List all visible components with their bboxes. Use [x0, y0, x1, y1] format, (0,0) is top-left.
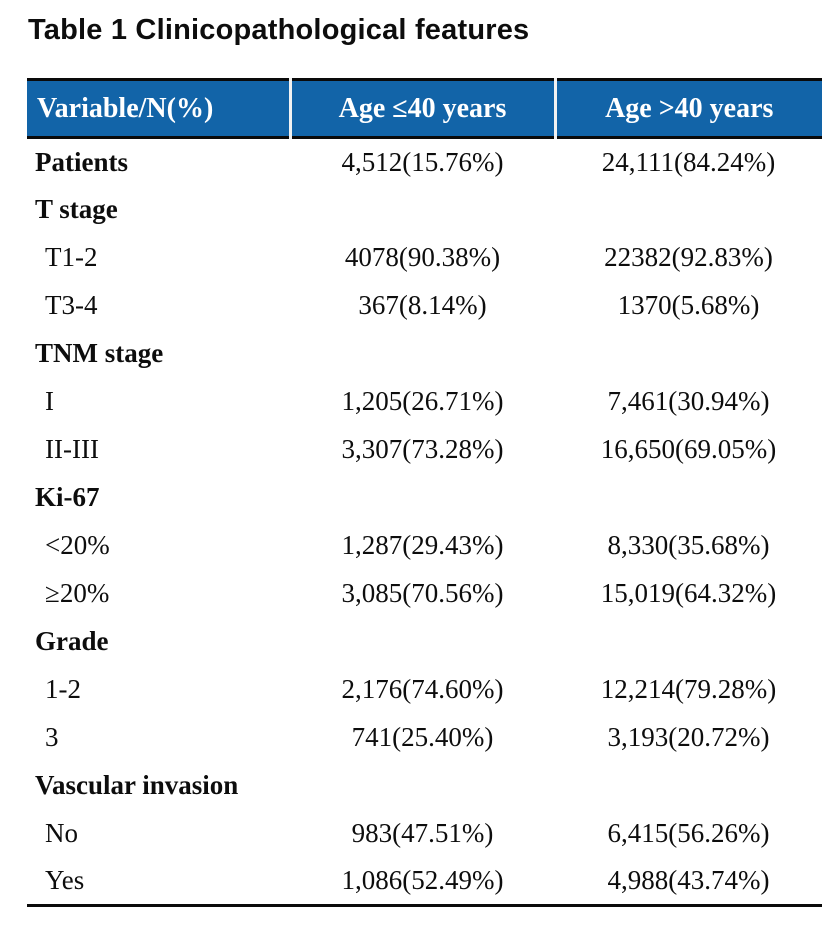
value-age-le40: [290, 330, 555, 378]
value-age-le40: 4078(90.38%): [344, 242, 501, 272]
table-row: II-III 3,307(73.28%) 16,650(69.05%): [27, 426, 822, 474]
table-row: Vascular invasion: [27, 762, 822, 810]
row-label: No: [45, 818, 78, 848]
row-label: Patients: [35, 146, 128, 177]
table-row: <20% 1,287(29.43%) 8,330(35.68%): [27, 522, 822, 570]
table-row: No 983(47.51%) 6,415(56.26%): [27, 810, 822, 858]
value-age-le40: 1,086(52.49%): [341, 865, 504, 896]
value-age-le40: [290, 186, 555, 234]
value-age-gt40: 7,461(30.94%): [607, 386, 770, 416]
value-age-le40: [290, 762, 555, 810]
table-header: Variable/N(%) Age ≤40 years Age >40 year…: [27, 79, 822, 138]
table-row: Grade: [27, 618, 822, 666]
header-age-gt40: Age >40 years: [553, 79, 822, 138]
value-age-le40: 2,176(74.60%): [341, 674, 504, 704]
value-age-gt40: 12,214(79.28%): [600, 674, 777, 704]
table-title: Table 1 Clinicopathological features: [28, 14, 530, 46]
row-label: T stage: [35, 194, 118, 224]
row-label: TNM stage: [35, 338, 164, 368]
table-row: I 1,205(26.71%) 7,461(30.94%): [27, 378, 822, 426]
table-row: 3 741(25.40%) 3,193(20.72%): [27, 714, 822, 762]
value-age-le40: 1,205(26.71%): [341, 386, 504, 416]
header-age-le40: Age ≤40 years: [288, 79, 555, 138]
value-age-le40: 741(25.40%): [351, 722, 494, 752]
row-label: ≥20%: [45, 578, 110, 608]
row-label: Ki-67: [35, 482, 100, 512]
table-row: TNM stage: [27, 330, 822, 378]
value-age-gt40: [555, 186, 822, 234]
value-age-le40: 4,512(15.76%): [341, 146, 504, 177]
value-age-gt40: [555, 474, 822, 522]
clinicopathological-table: Variable/N(%) Age ≤40 years Age >40 year…: [27, 78, 822, 907]
value-age-gt40: 24,111(84.24%): [601, 146, 776, 177]
header-row: Variable/N(%) Age ≤40 years Age >40 year…: [27, 79, 822, 138]
row-label: <20%: [45, 530, 110, 560]
value-age-gt40: [555, 330, 822, 378]
value-age-gt40: 1370(5.68%): [617, 290, 760, 320]
row-label: Grade: [35, 626, 109, 656]
value-age-gt40: 3,193(20.72%): [607, 722, 770, 752]
value-age-le40: 3,307(73.28%): [341, 434, 504, 464]
row-label: 1-2: [45, 674, 81, 704]
value-age-gt40: 16,650(69.05%): [600, 434, 777, 464]
row-label: II-III: [45, 434, 99, 464]
value-age-le40: 983(47.51%): [351, 818, 494, 848]
table-row: Patients 4,512(15.76%) 24,111(84.24%): [27, 138, 822, 186]
row-label: Yes: [45, 865, 85, 896]
table-row: Ki-67: [27, 474, 822, 522]
value-age-le40: 367(8.14%): [358, 290, 487, 320]
table-body: Patients 4,512(15.76%) 24,111(84.24%) T sta…: [27, 138, 822, 906]
value-age-le40: [290, 474, 555, 522]
value-age-gt40: 15,019(64.32%): [600, 578, 777, 608]
value-age-gt40: [555, 618, 822, 666]
value-age-gt40: 6,415(56.26%): [607, 818, 770, 848]
value-age-le40: [290, 618, 555, 666]
row-label: Vascular invasion: [35, 770, 239, 800]
table-row: 1-2 2,176(74.60%) 12,214(79.28%): [27, 666, 822, 714]
value-age-gt40: 22382(92.83%): [604, 242, 773, 272]
value-age-gt40: 4,988(43.74%): [607, 865, 770, 896]
table-row: ≥20% 3,085(70.56%) 15,019(64.32%): [27, 570, 822, 618]
row-label: 3: [45, 722, 59, 752]
row-label: T1-2: [45, 242, 98, 272]
row-label: T3-4: [45, 290, 98, 320]
table-row: T stage: [27, 186, 822, 234]
value-age-gt40: 8,330(35.68%): [607, 530, 770, 560]
table-row: Yes 1,086(52.49%) 4,988(43.74%): [27, 858, 822, 906]
value-age-le40: 3,085(70.56%): [341, 578, 504, 608]
table-row: T3-4 367(8.14%) 1370(5.68%): [27, 282, 822, 330]
header-variable: Variable/N(%): [37, 92, 214, 124]
value-age-le40: 1,287(29.43%): [341, 530, 504, 560]
value-age-gt40: [555, 762, 822, 810]
row-label: I: [45, 386, 54, 416]
table-row: T1-2 4078(90.38%) 22382(92.83%): [27, 234, 822, 282]
